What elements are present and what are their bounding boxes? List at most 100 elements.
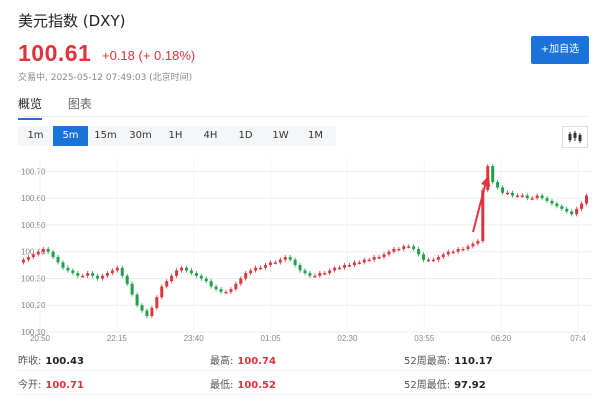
candle-body: [417, 249, 421, 255]
candle-body: [180, 267, 184, 271]
annotation-arrowhead: [481, 175, 490, 187]
candle-body: [412, 246, 416, 250]
y-tick-label: 100.20: [21, 301, 46, 310]
candle-body: [150, 307, 154, 316]
candle-body: [323, 273, 327, 275]
candle-body: [288, 257, 292, 260]
candle-body: [160, 286, 164, 298]
candle-body: [431, 259, 435, 262]
candle-body: [254, 267, 258, 271]
candle-body: [308, 273, 312, 276]
range-15m[interactable]: 15m: [94, 130, 117, 141]
candle-body: [273, 262, 277, 264]
range-1w[interactable]: 1W: [272, 130, 289, 141]
candle-body: [219, 289, 223, 292]
candle-body: [540, 195, 544, 199]
candle-body: [91, 273, 95, 276]
y-tick-label: 100.40: [21, 248, 46, 257]
stats-row: 今开: 100.71 最低: 100.52 52周最低: 97.92: [18, 376, 592, 395]
candle-body: [110, 270, 114, 274]
range-30m[interactable]: 30m: [129, 130, 152, 141]
stat-low: 最低: 100.52: [210, 380, 276, 391]
stat-52w-high: 52周最高: 110.17: [404, 356, 493, 367]
trading-status: 交易中, 2025-05-12 07:49:03 (北京时间): [18, 73, 193, 83]
x-tick-label: 01:05: [261, 334, 282, 343]
candle-body: [51, 251, 55, 258]
candle-body: [155, 297, 159, 308]
x-tick-label: 03:55: [414, 334, 435, 343]
candle-body: [555, 203, 559, 207]
candle-body: [184, 267, 188, 271]
x-tick-label: 07:4: [570, 334, 586, 343]
candle-body: [362, 259, 366, 263]
candle-body: [31, 254, 35, 258]
candle-body: [367, 259, 371, 262]
x-tick-label: 02:30: [337, 334, 358, 343]
candle-body: [165, 281, 169, 287]
candle-body: [545, 198, 549, 201]
candle-body: [209, 281, 213, 287]
range-1mo[interactable]: 1M: [308, 130, 323, 141]
current-price: 100.61: [18, 40, 92, 66]
candle-body: [347, 265, 351, 267]
range-1h[interactable]: 1H: [168, 130, 183, 141]
candle-body: [135, 294, 139, 306]
candle-body: [145, 310, 149, 316]
candle-body: [140, 305, 144, 311]
candle-body: [397, 249, 401, 251]
y-tick-label: 100.60: [21, 194, 46, 203]
candle-body: [86, 273, 90, 276]
candle-body: [352, 262, 356, 266]
candle-body: [466, 246, 470, 250]
candle-body: [338, 267, 342, 270]
x-tick-label: 20:50: [30, 334, 51, 343]
candle-body: [41, 249, 45, 252]
tab-chart[interactable]: 图表: [67, 97, 92, 111]
y-tick-label: 100.70: [21, 167, 46, 176]
stat-open: 今开: 100.71: [18, 380, 84, 391]
price-chart[interactable]: 100.70 100.60 100.50 100.40 100.30 100.20 100.…: [18, 152, 592, 344]
candle-body: [244, 273, 248, 279]
price-change: +0.18 (+ 0.18%): [102, 48, 196, 63]
add-watchlist-button[interactable]: +加自选: [531, 36, 589, 64]
candle-body: [115, 267, 119, 271]
range-1d[interactable]: 1D: [238, 130, 253, 141]
candle-body: [496, 182, 500, 188]
range-5m[interactable]: 5m: [53, 126, 88, 146]
x-tick-label: 06:20: [491, 334, 512, 343]
candle-body: [387, 251, 391, 255]
tab-divider: [18, 116, 588, 117]
candle-body: [199, 275, 203, 279]
tab-bar: 概览 图表: [18, 95, 114, 120]
candle-body: [441, 254, 445, 258]
candle-body: [506, 192, 510, 195]
candle-body: [446, 251, 450, 255]
candle-body: [283, 257, 287, 260]
candle-body: [476, 240, 480, 244]
candle-body: [343, 265, 347, 268]
candle-body: [298, 265, 302, 271]
candle-body: [515, 195, 519, 197]
candle-body: [525, 195, 529, 199]
candle-body: [451, 251, 455, 254]
annotation-arrow: [472, 181, 487, 233]
candle-body: [189, 270, 193, 274]
tab-overview[interactable]: 概览: [18, 95, 43, 120]
page-title: 美元指数 (DXY): [18, 12, 126, 30]
candle-body: [66, 267, 70, 271]
candle-body: [580, 203, 584, 209]
candle-body: [328, 270, 332, 274]
chart-type-toggle[interactable]: [562, 126, 588, 148]
candle-body: [392, 249, 396, 252]
range-1m[interactable]: 1m: [27, 130, 44, 141]
candle-body: [426, 259, 430, 262]
candle-body: [105, 273, 109, 276]
candle-body: [249, 270, 253, 274]
stat-prev-close: 昨收: 100.43: [18, 356, 84, 367]
candle-body: [560, 206, 564, 209]
candle-body: [100, 275, 104, 279]
candle-body: [436, 257, 440, 260]
candle-body: [204, 278, 208, 282]
range-4h[interactable]: 4H: [203, 130, 218, 141]
candle-body: [313, 275, 317, 278]
